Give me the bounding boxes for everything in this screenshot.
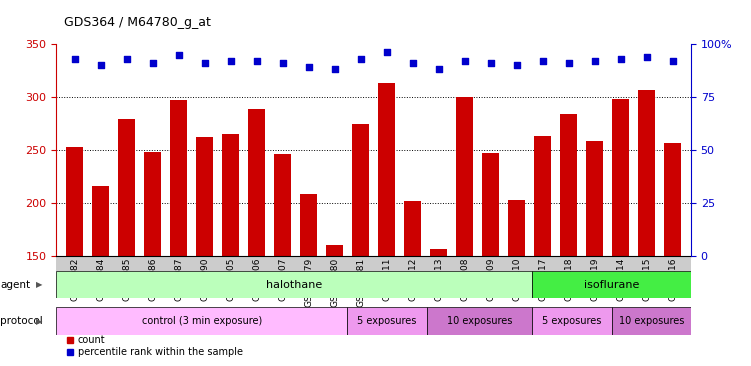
Point [173,52,185,57]
Bar [532,271,691,298]
Point [146,60,158,66]
Point [484,60,496,66]
Point [511,62,523,68]
Bar [404,201,421,366]
Bar [352,123,369,366]
Legend: count, percentile rank within the sample: count, percentile rank within the sample [61,332,246,361]
Text: protocol: protocol [0,316,43,326]
Bar [508,200,525,366]
Text: 10 exposures: 10 exposures [619,316,684,326]
Text: 5 exposures: 5 exposures [542,316,602,326]
Point [406,60,418,66]
Point [614,56,626,62]
Bar [56,307,347,335]
Bar [638,90,655,366]
Point [667,58,679,64]
Point [381,49,393,55]
Bar [274,154,291,366]
Text: agent: agent [0,280,30,290]
Bar [532,307,611,335]
Bar [456,97,473,366]
Text: 5 exposures: 5 exposures [357,316,417,326]
Point [329,67,341,72]
Bar [560,114,577,366]
Point [562,60,575,66]
Point [121,56,133,62]
Text: halothane: halothane [266,280,322,290]
Bar [300,194,317,366]
Text: GDS364 / M64780_g_at: GDS364 / M64780_g_at [64,16,211,29]
Bar [92,186,109,366]
Point [589,58,601,64]
Bar [248,109,265,366]
Bar [482,153,499,366]
Point [68,56,80,62]
Point [433,67,445,72]
Bar [326,244,343,366]
Point [354,56,366,62]
Point [198,60,210,66]
Bar [534,136,551,366]
Point [95,62,107,68]
Bar [66,147,83,366]
Point [537,58,549,64]
Point [303,64,315,70]
Bar [379,83,395,366]
Text: isoflurane: isoflurane [584,280,639,290]
Text: 10 exposures: 10 exposures [447,316,512,326]
Text: ▶: ▶ [36,280,43,289]
Bar [612,99,629,366]
Bar [427,307,532,335]
Bar [144,152,161,366]
Bar [56,271,532,298]
Point [276,60,288,66]
Bar [170,100,187,366]
Bar [196,137,213,366]
Point [459,58,471,64]
Bar [665,143,681,366]
Bar [222,134,239,366]
Bar [118,119,135,366]
Point [251,58,263,64]
Bar [430,249,447,366]
Point [641,54,653,60]
Point [225,58,237,64]
Text: control (3 min exposure): control (3 min exposure) [142,316,262,326]
Text: ▶: ▶ [36,317,43,326]
Bar [611,307,691,335]
Bar [347,307,427,335]
Bar [587,141,603,366]
